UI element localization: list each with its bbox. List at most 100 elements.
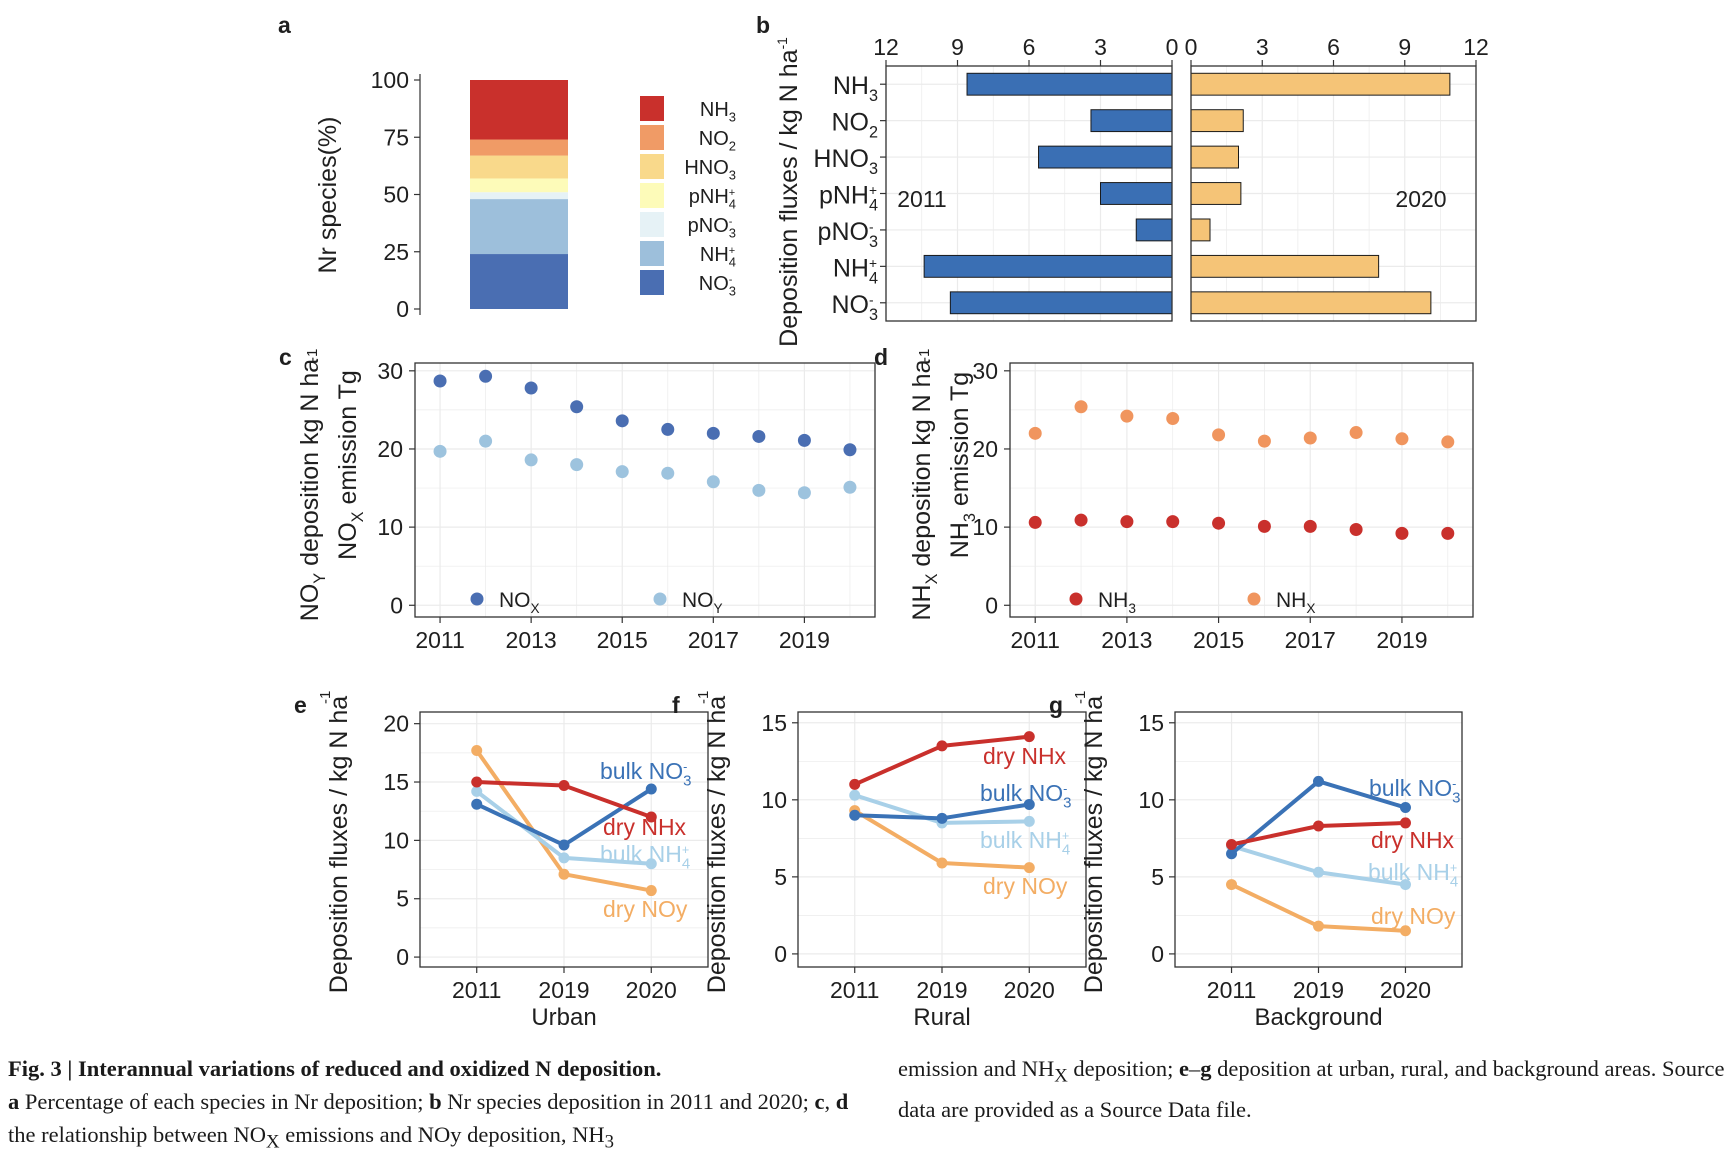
point-NHX-deposition <box>1349 426 1363 440</box>
line-point <box>1023 731 1035 743</box>
point-NOX-emission <box>615 414 629 428</box>
line-point <box>1023 815 1035 827</box>
y-tick-label: 20 <box>972 436 998 462</box>
legend-swatch <box>640 241 664 266</box>
point-NOY-deposition <box>524 453 538 467</box>
x-tick-label: 2019 <box>916 977 967 1003</box>
y-axis-label: Deposition fluxes / kg N ha <box>1080 696 1108 993</box>
x-tick-label: 12 <box>1463 34 1489 60</box>
stacked-bar-segment <box>470 80 568 140</box>
x-tick-label: 2011 <box>830 977 879 1003</box>
legend-label: pNO3- <box>688 215 736 241</box>
category-label: pNO3- <box>818 218 878 251</box>
bar-2020 <box>1190 218 1211 242</box>
caption-title: Fig. 3 | Interannual variations of reduc… <box>8 1056 662 1081</box>
bar-2020 <box>1190 72 1451 96</box>
point-NOY-deposition <box>570 458 584 472</box>
bar-2020 <box>1190 254 1380 278</box>
point-NH3-emission <box>1441 526 1455 540</box>
y-axis-label: Deposition fluxes / kg N ha <box>325 696 353 993</box>
y-tick-label: 5 <box>774 864 787 890</box>
point-NOX-emission <box>797 433 811 447</box>
point-NOY-deposition <box>615 465 629 479</box>
x-tick-label: 2020 <box>1004 977 1055 1003</box>
y-tick-label: 5 <box>1151 864 1164 890</box>
bar-2011 <box>949 291 1173 315</box>
y-tick-label: 30 <box>972 358 998 384</box>
point-NOY-deposition <box>706 475 720 489</box>
y-tick-label: 15 <box>383 769 409 795</box>
line-point <box>1023 862 1035 874</box>
y-tick-label: 0 <box>396 944 409 970</box>
legend-label: NO2 <box>699 128 736 154</box>
series-label: dry NOy <box>1371 903 1456 929</box>
panel-label-g: g <box>1049 692 1063 718</box>
superscript-minus-one: -1 <box>317 691 334 704</box>
x-tick-label: 9 <box>1398 34 1411 60</box>
stacked-bar-segment <box>470 254 568 309</box>
line-point <box>936 740 948 752</box>
line-point <box>849 809 861 821</box>
bar-2011 <box>966 72 1173 96</box>
legend-label: NO3- <box>699 273 736 299</box>
line-point <box>1313 775 1324 787</box>
panel-label-b: b <box>756 12 770 38</box>
category-label: NO3- <box>831 291 878 324</box>
point-NHX-deposition <box>1257 434 1271 448</box>
y-tick-label: 15 <box>761 710 787 736</box>
category-label: pNH4+ <box>819 182 878 215</box>
x-axis-label: Background <box>1254 1004 1382 1031</box>
y-tick-label: 0 <box>396 296 409 322</box>
point-NHX-deposition <box>1074 400 1088 414</box>
series-label: dry NHx <box>983 743 1067 769</box>
point-NHX-deposition <box>1212 428 1226 442</box>
panel-label-c: c <box>279 344 292 370</box>
panel-label-d: d <box>874 344 888 370</box>
line-point <box>471 776 483 788</box>
bar-2011 <box>1100 182 1173 205</box>
line-point <box>558 839 570 851</box>
panel-label-e: e <box>294 692 307 718</box>
point-NOY-deposition <box>752 483 766 497</box>
line-point <box>1399 817 1411 829</box>
x-tick-label: 6 <box>1023 34 1036 60</box>
line-point <box>1313 866 1324 878</box>
x-axis-label: Rural <box>913 1004 970 1031</box>
line-point <box>1226 848 1238 860</box>
x-tick-label: 2015 <box>1193 627 1244 653</box>
point-NHX-deposition <box>1166 411 1180 425</box>
point-NH3-emission <box>1349 522 1363 536</box>
point-NOX-emission <box>570 400 584 414</box>
line-point <box>471 745 483 757</box>
line-point <box>936 812 948 824</box>
caption-label-b: b <box>429 1089 442 1114</box>
bar-2020 <box>1190 145 1239 169</box>
superscript-minus-one: -1 <box>695 691 712 704</box>
line-point <box>558 868 570 880</box>
x-tick-label: 3 <box>1094 34 1107 60</box>
point-NH3-emission <box>1303 519 1317 533</box>
line-point <box>471 798 483 810</box>
point-NHX-deposition <box>1441 435 1455 449</box>
y-tick-label: 0 <box>1151 941 1164 967</box>
x-tick-label: 6 <box>1327 34 1340 60</box>
year-label-2020: 2020 <box>1395 186 1446 212</box>
stacked-bar-segment <box>470 178 568 193</box>
series-label: dry NOy <box>603 896 688 922</box>
y-tick-label: 10 <box>761 787 787 813</box>
panel-label-a: a <box>278 12 291 38</box>
point-NH3-emission <box>1028 515 1042 529</box>
category-label: NO2 <box>831 109 878 142</box>
y-tick-label: 10 <box>377 514 403 540</box>
y-axis-label: Deposition fluxes / kg N ha <box>703 696 731 993</box>
x-tick-label: 2017 <box>1285 627 1336 653</box>
y-axis-label: NH3 emission Tg <box>946 372 979 558</box>
x-tick-label: 0 <box>1185 34 1198 60</box>
series-label: bulk NO3- <box>600 758 691 789</box>
x-tick-label: 2019 <box>1376 627 1427 653</box>
legend-swatch <box>640 125 664 150</box>
x-tick-label: 3 <box>1256 34 1269 60</box>
